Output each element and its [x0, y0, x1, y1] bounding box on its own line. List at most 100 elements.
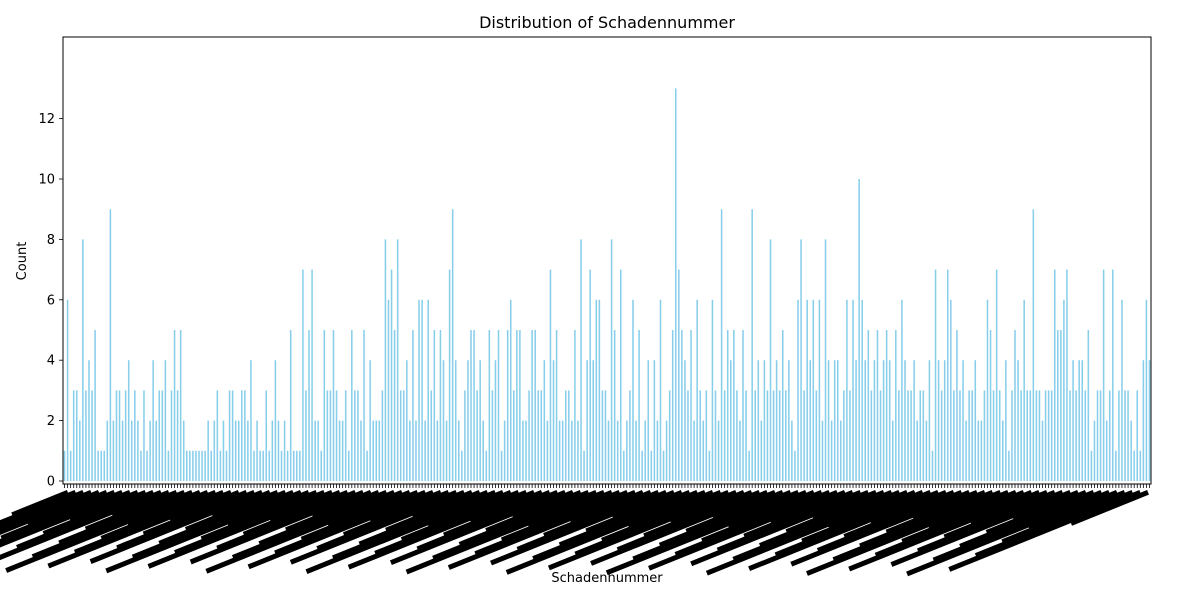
bar	[925, 420, 928, 481]
bar	[299, 450, 301, 481]
bar	[458, 420, 460, 481]
bar	[607, 420, 610, 481]
bar	[919, 390, 922, 481]
bar	[962, 360, 964, 481]
bar	[778, 390, 781, 481]
bar	[549, 269, 552, 481]
bar	[1038, 390, 1041, 481]
bar	[262, 450, 264, 481]
bar	[522, 420, 524, 481]
bar	[421, 299, 423, 481]
bar	[155, 420, 157, 481]
bar	[632, 299, 634, 481]
x-tick-label	[447, 490, 637, 570]
bar	[531, 330, 533, 481]
x-tick-label	[0, 490, 93, 559]
bar	[916, 420, 918, 481]
bar	[354, 390, 356, 481]
bar	[840, 420, 842, 481]
bar	[464, 390, 466, 481]
bar	[769, 239, 772, 481]
x-tick-label	[590, 489, 769, 566]
bar	[665, 420, 668, 481]
bar	[1148, 360, 1151, 481]
bar	[571, 420, 573, 481]
x-tick-label	[648, 489, 839, 571]
bar	[292, 450, 295, 481]
x-tick-label	[948, 489, 1142, 572]
bar	[118, 390, 121, 481]
bar	[843, 390, 845, 481]
bar	[513, 390, 515, 481]
bar	[488, 330, 491, 481]
bar	[137, 420, 139, 481]
bar	[626, 420, 628, 481]
bar	[399, 390, 402, 481]
bar	[1057, 330, 1059, 481]
bar	[998, 390, 1001, 481]
bar	[344, 390, 347, 481]
bar	[427, 299, 429, 481]
bar	[409, 420, 411, 481]
bar	[653, 360, 656, 481]
bar	[241, 390, 243, 481]
bar	[485, 450, 488, 481]
bar	[592, 360, 595, 481]
x-tick-label	[89, 490, 264, 564]
bar	[815, 390, 818, 481]
bar	[644, 420, 646, 481]
bar	[867, 330, 870, 481]
bar	[448, 269, 451, 481]
bar	[461, 450, 463, 481]
x-tick-label	[5, 489, 201, 573]
bar	[335, 390, 338, 481]
bar	[192, 450, 194, 481]
bar	[977, 420, 980, 481]
bar	[519, 330, 521, 481]
bar	[1087, 330, 1090, 481]
bar	[1081, 360, 1083, 481]
bar	[347, 450, 350, 481]
bar	[797, 299, 799, 481]
bar	[341, 420, 344, 481]
bar	[870, 390, 873, 481]
bar	[1115, 450, 1117, 481]
bar	[907, 390, 909, 481]
bar	[1084, 390, 1087, 481]
bar	[1124, 390, 1126, 481]
bar	[500, 450, 503, 481]
bar	[601, 390, 604, 481]
bar	[730, 360, 732, 481]
bar	[901, 299, 903, 481]
bar	[146, 450, 148, 481]
bar	[604, 390, 607, 481]
bar	[931, 450, 934, 481]
bar	[152, 360, 154, 481]
bar	[237, 420, 240, 481]
bar	[705, 390, 708, 481]
bar	[479, 360, 481, 481]
bar	[164, 360, 167, 481]
bar	[580, 239, 582, 481]
bar	[595, 299, 598, 481]
bar	[470, 330, 472, 481]
bar	[198, 450, 200, 481]
bar	[836, 360, 839, 481]
bar	[338, 420, 341, 481]
x-tick-label	[748, 490, 940, 572]
bar	[271, 420, 274, 481]
bar	[1035, 390, 1038, 481]
bar	[302, 269, 304, 481]
y-tick-label: 8	[47, 233, 55, 248]
x-tick-label	[247, 490, 435, 570]
bar	[980, 420, 983, 481]
bar	[589, 269, 591, 481]
bar	[583, 450, 585, 481]
bar	[635, 420, 637, 481]
x-tick-label	[890, 489, 1072, 567]
bar	[904, 360, 906, 481]
x-axis-label: Schadennummer	[551, 571, 663, 586]
bar	[1118, 390, 1120, 481]
bar	[1011, 390, 1013, 481]
